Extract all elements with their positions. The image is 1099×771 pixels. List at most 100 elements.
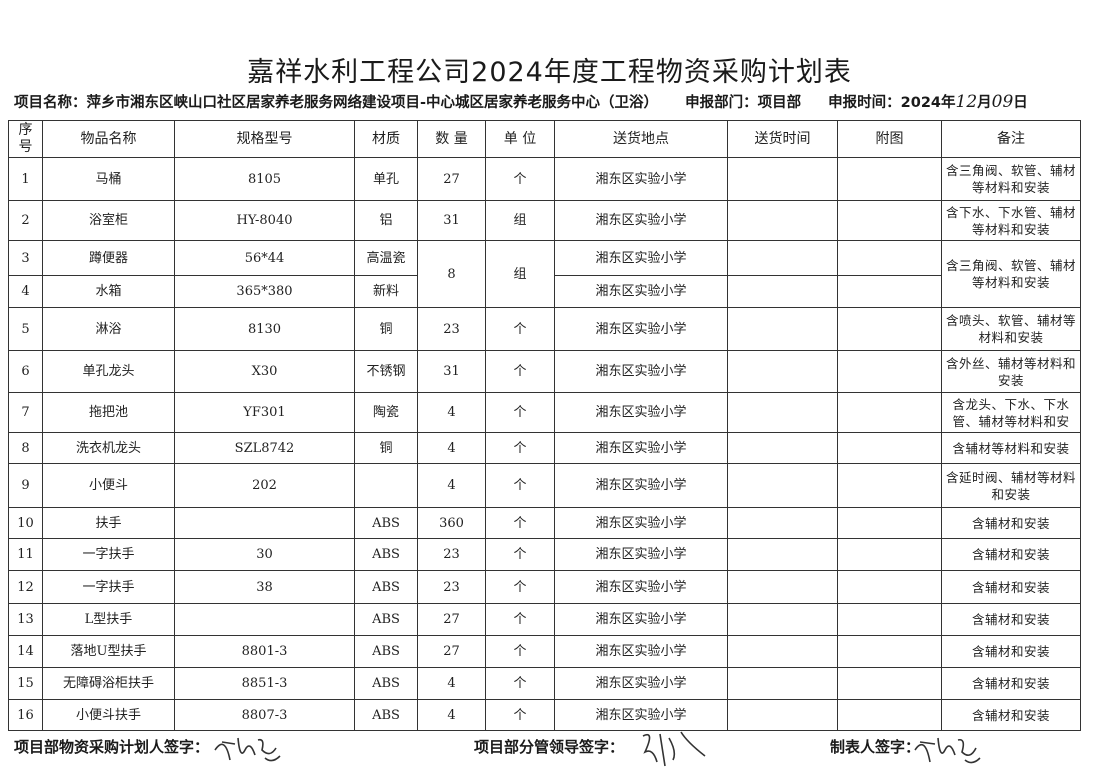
cell-no: 6 (8, 350, 43, 393)
cell-qty: 4 (417, 392, 486, 433)
table-row: 9 小便斗 202 4 个湘东区实验小学 含延时阀、辅材等材料和安装 (8, 463, 1081, 508)
table-row: 10 扶手 ABS 360 个湘东区实验小学 含辅材和安装 (8, 507, 1081, 539)
cell-loc: 湘东区实验小学 (554, 157, 728, 201)
cell-qty: 27 (417, 157, 486, 201)
cell-name: 浴室柜 (42, 200, 175, 241)
column-header: 备注 (941, 120, 1081, 158)
cell-no: 12 (8, 570, 43, 604)
cell-unit: 个 (485, 463, 555, 508)
cell-name: 拖把池 (42, 392, 175, 433)
table-row: 2 浴室柜 HY-8040 铝 31 组湘东区实验小学 含下水、下水管、辅材等材料和安装 (8, 200, 1081, 241)
leader-signature (642, 731, 706, 767)
cell-spec: 56*44 (174, 240, 355, 276)
cell-note: 含辅材和安装 (941, 635, 1081, 668)
cell-mat: ABS (354, 667, 418, 700)
cell-fig (837, 667, 942, 700)
cell-time (727, 432, 838, 464)
cell-spec: 8851-3 (174, 667, 355, 700)
cell-unit: 个 (485, 699, 555, 731)
cell-note: 含辅材等材料和安装 (941, 432, 1081, 464)
cell-time (727, 350, 838, 393)
cell-qty: 4 (417, 432, 486, 464)
cell-time (727, 667, 838, 700)
cell-loc: 湘东区实验小学 (554, 350, 728, 393)
cell-loc: 湘东区实验小学 (554, 432, 728, 464)
cell-spec: 30 (174, 538, 355, 571)
cell-note: 含下水、下水管、辅材等材料和安装 (941, 200, 1081, 241)
cell-note: 含辅材和安装 (941, 699, 1081, 731)
cell-name: 一字扶手 (42, 570, 175, 604)
cell-fig (837, 200, 942, 241)
column-header: 附图 (837, 120, 942, 158)
cell-time (727, 240, 838, 276)
cell-fig (837, 392, 942, 433)
cell-name: 单孔龙头 (42, 350, 175, 393)
cell-name: 小便斗 (42, 463, 175, 508)
column-header: 单 位 (485, 120, 555, 158)
cell-mat: ABS (354, 699, 418, 731)
column-header: 送货地点 (554, 120, 728, 158)
column-header: 物品名称 (42, 120, 175, 158)
cell-fig (837, 635, 942, 668)
cell-unit: 个 (485, 350, 555, 393)
cell-spec: 8105 (174, 157, 355, 201)
cell-note: 含三角阀、软管、辅材等材料和安装 (941, 240, 1081, 308)
cell-mat: ABS (354, 635, 418, 668)
cell-qty: 23 (417, 570, 486, 604)
cell-unit: 个 (485, 392, 555, 433)
cell-name: 马桶 (42, 157, 175, 201)
cell-mat: 不锈钢 (354, 350, 418, 393)
leader-signature-label: 项目部分管领导签字： (474, 738, 625, 756)
cell-qty: 4 (417, 667, 486, 700)
cell-no: 7 (8, 392, 43, 433)
cell-name: 一字扶手 (42, 538, 175, 571)
cell-mat (354, 463, 418, 508)
cell-name: 洗衣机龙头 (42, 432, 175, 464)
cell-fig (837, 350, 942, 393)
cell-spec: 8807-3 (174, 699, 355, 731)
cell-qty: 4 (417, 463, 486, 508)
table-row: 14 落地U型扶手 8801-3 ABS 27 个湘东区实验小学 含辅材和安装 (8, 635, 1081, 668)
cell-fig (837, 432, 942, 464)
cell-name: L型扶手 (42, 603, 175, 636)
cell-spec: 38 (174, 570, 355, 604)
cell-mat: 铝 (354, 200, 418, 241)
report-date: 申报时间：2024年12月09日 (828, 92, 1028, 112)
cell-name: 小便斗扶手 (42, 699, 175, 731)
cell-time (727, 699, 838, 731)
cell-loc: 湘东区实验小学 (554, 603, 728, 636)
cell-loc: 湘东区实验小学 (554, 275, 728, 308)
cell-unit: 个 (485, 432, 555, 464)
cell-qty: 31 (417, 350, 486, 393)
cell-mat: ABS (354, 570, 418, 604)
table-row: 3 蹲便器 56*44 高温瓷 8 组湘东区实验小学 含三角阀、软管、辅材等材料和安装 (8, 240, 1081, 308)
cell-unit: 个 (485, 667, 555, 700)
cell-no: 10 (8, 507, 43, 539)
cell-no: 5 (8, 307, 43, 351)
cell-qty: 360 (417, 507, 486, 539)
cell-no: 13 (8, 603, 43, 636)
cell-time (727, 570, 838, 604)
cell-spec: YF301 (174, 392, 355, 433)
planner-signature-label: 项目部物资采购计划人签字： (14, 738, 210, 756)
cell-fig (837, 463, 942, 508)
cell-name: 扶手 (42, 507, 175, 539)
cell-name: 无障碍浴柜扶手 (42, 667, 175, 700)
cell-note: 含外丝、辅材等材料和安装 (941, 350, 1081, 393)
cell-loc: 湘东区实验小学 (554, 570, 728, 604)
cell-mat: 陶瓷 (354, 392, 418, 433)
cell-spec: 365*380 (174, 275, 355, 308)
cell-spec: X30 (174, 350, 355, 393)
cell-qty: 23 (417, 307, 486, 351)
cell-note: 含喷头、软管、辅材等材料和安装 (941, 307, 1081, 351)
cell-unit: 个 (485, 538, 555, 571)
cell-no: 14 (8, 635, 43, 668)
cell-note: 含辅材和安装 (941, 570, 1081, 604)
cell-fig (837, 157, 942, 201)
cell-note: 含三角阀、软管、辅材等材料和安装 (941, 157, 1081, 201)
column-header: 规格型号 (174, 120, 355, 158)
cell-loc: 湘东区实验小学 (554, 392, 728, 433)
table-row: 4 水箱 365*380 新料 湘东区实验小学 (8, 275, 1081, 308)
cell-qty: 8 (417, 240, 486, 308)
cell-loc: 湘东区实验小学 (554, 463, 728, 508)
